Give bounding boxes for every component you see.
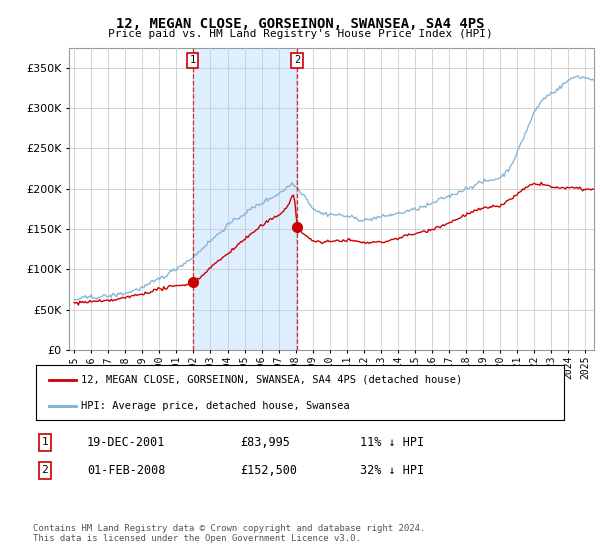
Text: 1: 1 <box>41 437 49 447</box>
Text: 1: 1 <box>190 55 196 65</box>
Text: 2: 2 <box>41 465 49 475</box>
Text: £152,500: £152,500 <box>240 464 297 477</box>
Text: 32% ↓ HPI: 32% ↓ HPI <box>360 464 424 477</box>
Text: Price paid vs. HM Land Registry's House Price Index (HPI): Price paid vs. HM Land Registry's House … <box>107 29 493 39</box>
Text: 2: 2 <box>294 55 300 65</box>
Bar <box>193 48 297 350</box>
Text: 12, MEGAN CLOSE, GORSEINON, SWANSEA, SA4 4PS: 12, MEGAN CLOSE, GORSEINON, SWANSEA, SA4… <box>116 17 484 31</box>
Text: 01-FEB-2008: 01-FEB-2008 <box>87 464 166 477</box>
Text: Contains HM Land Registry data © Crown copyright and database right 2024.
This d: Contains HM Land Registry data © Crown c… <box>33 524 425 543</box>
Text: 11% ↓ HPI: 11% ↓ HPI <box>360 436 424 449</box>
Text: HPI: Average price, detached house, Swansea: HPI: Average price, detached house, Swan… <box>81 402 350 411</box>
Text: £83,995: £83,995 <box>240 436 290 449</box>
Text: 12, MEGAN CLOSE, GORSEINON, SWANSEA, SA4 4PS (detached house): 12, MEGAN CLOSE, GORSEINON, SWANSEA, SA4… <box>81 375 462 385</box>
Text: 19-DEC-2001: 19-DEC-2001 <box>87 436 166 449</box>
